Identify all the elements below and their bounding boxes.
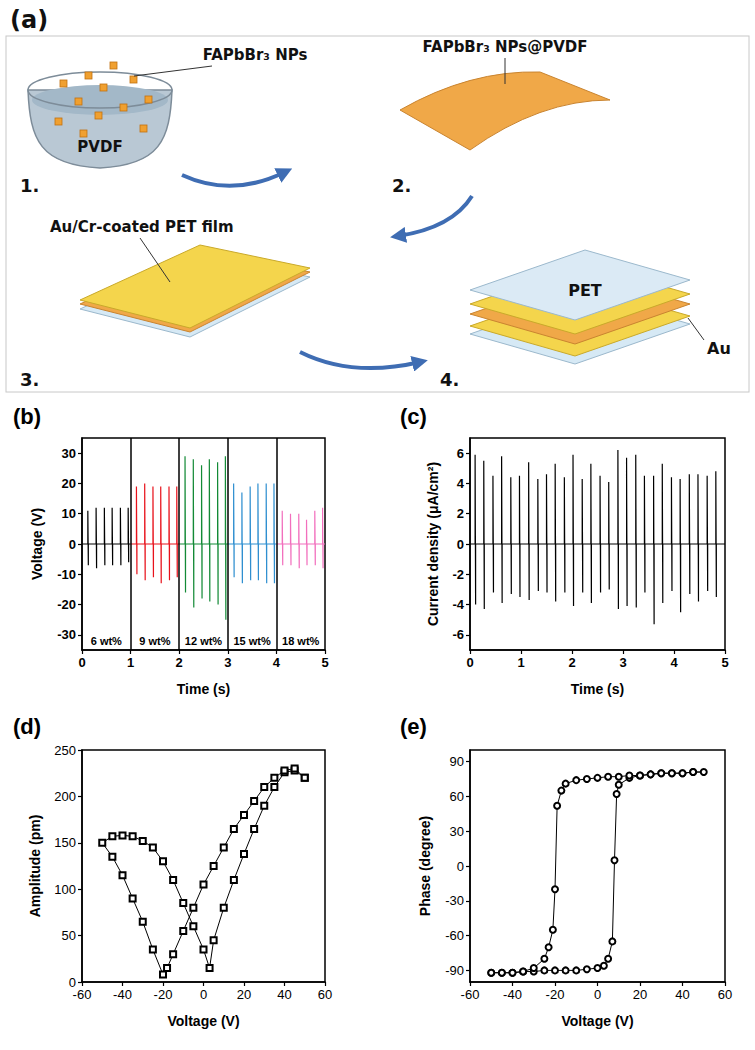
svg-text:3.: 3. <box>20 369 39 390</box>
svg-text:0: 0 <box>69 537 76 552</box>
svg-text:4: 4 <box>273 655 281 670</box>
svg-text:2: 2 <box>457 506 464 521</box>
svg-text:1: 1 <box>517 655 524 670</box>
svg-text:-6: -6 <box>452 627 464 642</box>
svg-text:FAPbBr₃ NPs: FAPbBr₃ NPs <box>203 46 308 64</box>
svg-text:100: 100 <box>54 882 76 897</box>
svg-text:50: 50 <box>62 928 76 943</box>
svg-text:0: 0 <box>457 537 464 552</box>
svg-text:6 wt%: 6 wt% <box>91 635 122 647</box>
svg-text:20: 20 <box>237 987 251 1002</box>
svg-text:(d): (d) <box>13 714 41 739</box>
svg-text:Amplitude (pm): Amplitude (pm) <box>27 815 43 918</box>
svg-text:30: 30 <box>62 446 76 461</box>
svg-text:(a): (a) <box>10 6 48 34</box>
svg-text:20: 20 <box>633 987 647 1002</box>
svg-text:Time (s): Time (s) <box>571 681 624 697</box>
svg-text:0: 0 <box>466 655 473 670</box>
svg-text:(c): (c) <box>400 404 427 429</box>
svg-text:30: 30 <box>450 824 464 839</box>
svg-text:18 wt%: 18 wt% <box>282 635 320 647</box>
svg-text:20: 20 <box>62 476 76 491</box>
svg-text:40: 40 <box>675 987 689 1002</box>
svg-text:PET: PET <box>568 281 602 300</box>
svg-text:2: 2 <box>176 655 183 670</box>
svg-text:Voltage (V): Voltage (V) <box>167 1013 239 1029</box>
svg-text:150: 150 <box>54 835 76 850</box>
svg-text:Voltage (V): Voltage (V) <box>29 508 45 580</box>
svg-text:2.: 2. <box>392 175 411 196</box>
svg-text:15 wt%: 15 wt% <box>233 635 271 647</box>
svg-text:60: 60 <box>718 987 732 1002</box>
svg-text:0: 0 <box>457 859 464 874</box>
svg-text:-4: -4 <box>452 597 464 612</box>
svg-text:-40: -40 <box>113 987 132 1002</box>
svg-text:12 wt%: 12 wt% <box>185 635 223 647</box>
svg-text:-60: -60 <box>73 987 92 1002</box>
svg-text:-30: -30 <box>445 893 464 908</box>
svg-text:4: 4 <box>670 655 678 670</box>
svg-text:(e): (e) <box>400 714 427 739</box>
svg-text:-30: -30 <box>57 627 76 642</box>
svg-text:-60: -60 <box>461 987 480 1002</box>
svg-text:5: 5 <box>721 655 728 670</box>
svg-text:0: 0 <box>594 987 601 1002</box>
svg-text:60: 60 <box>318 987 332 1002</box>
svg-text:10: 10 <box>62 506 76 521</box>
svg-text:40: 40 <box>277 987 291 1002</box>
svg-text:Voltage (V): Voltage (V) <box>561 1013 633 1029</box>
svg-text:60: 60 <box>450 789 464 804</box>
svg-text:FAPbBr₃ NPs@PVDF: FAPbBr₃ NPs@PVDF <box>423 38 588 56</box>
svg-text:-20: -20 <box>154 987 173 1002</box>
svg-text:-20: -20 <box>546 987 565 1002</box>
svg-text:PVDF: PVDF <box>77 138 122 156</box>
svg-text:3: 3 <box>224 655 231 670</box>
svg-text:1: 1 <box>127 655 134 670</box>
svg-text:-2: -2 <box>452 567 464 582</box>
svg-text:Au: Au <box>707 339 731 358</box>
svg-text:4.: 4. <box>440 369 459 390</box>
svg-text:5: 5 <box>321 655 328 670</box>
svg-text:Current density (μA/cm²): Current density (μA/cm²) <box>425 462 441 626</box>
svg-text:90: 90 <box>450 754 464 769</box>
svg-text:-90: -90 <box>445 963 464 978</box>
svg-text:(b): (b) <box>13 404 41 429</box>
svg-text:3: 3 <box>619 655 626 670</box>
svg-text:-10: -10 <box>57 567 76 582</box>
svg-text:0: 0 <box>78 655 85 670</box>
svg-text:Au/Cr-coated PET film: Au/Cr-coated PET film <box>50 218 234 236</box>
svg-text:-40: -40 <box>503 987 522 1002</box>
svg-text:-60: -60 <box>445 928 464 943</box>
svg-text:200: 200 <box>54 789 76 804</box>
svg-text:Phase (degree): Phase (degree) <box>417 816 433 916</box>
svg-text:Time (s): Time (s) <box>177 681 230 697</box>
svg-text:0: 0 <box>200 987 207 1002</box>
svg-text:0: 0 <box>68 974 76 990</box>
svg-text:2: 2 <box>568 655 575 670</box>
svg-text:1.: 1. <box>20 175 39 196</box>
svg-text:4: 4 <box>457 476 465 491</box>
svg-text:-20: -20 <box>57 597 76 612</box>
svg-text:6: 6 <box>457 446 464 461</box>
svg-text:9 wt%: 9 wt% <box>139 635 170 647</box>
svg-text:250: 250 <box>54 743 76 758</box>
